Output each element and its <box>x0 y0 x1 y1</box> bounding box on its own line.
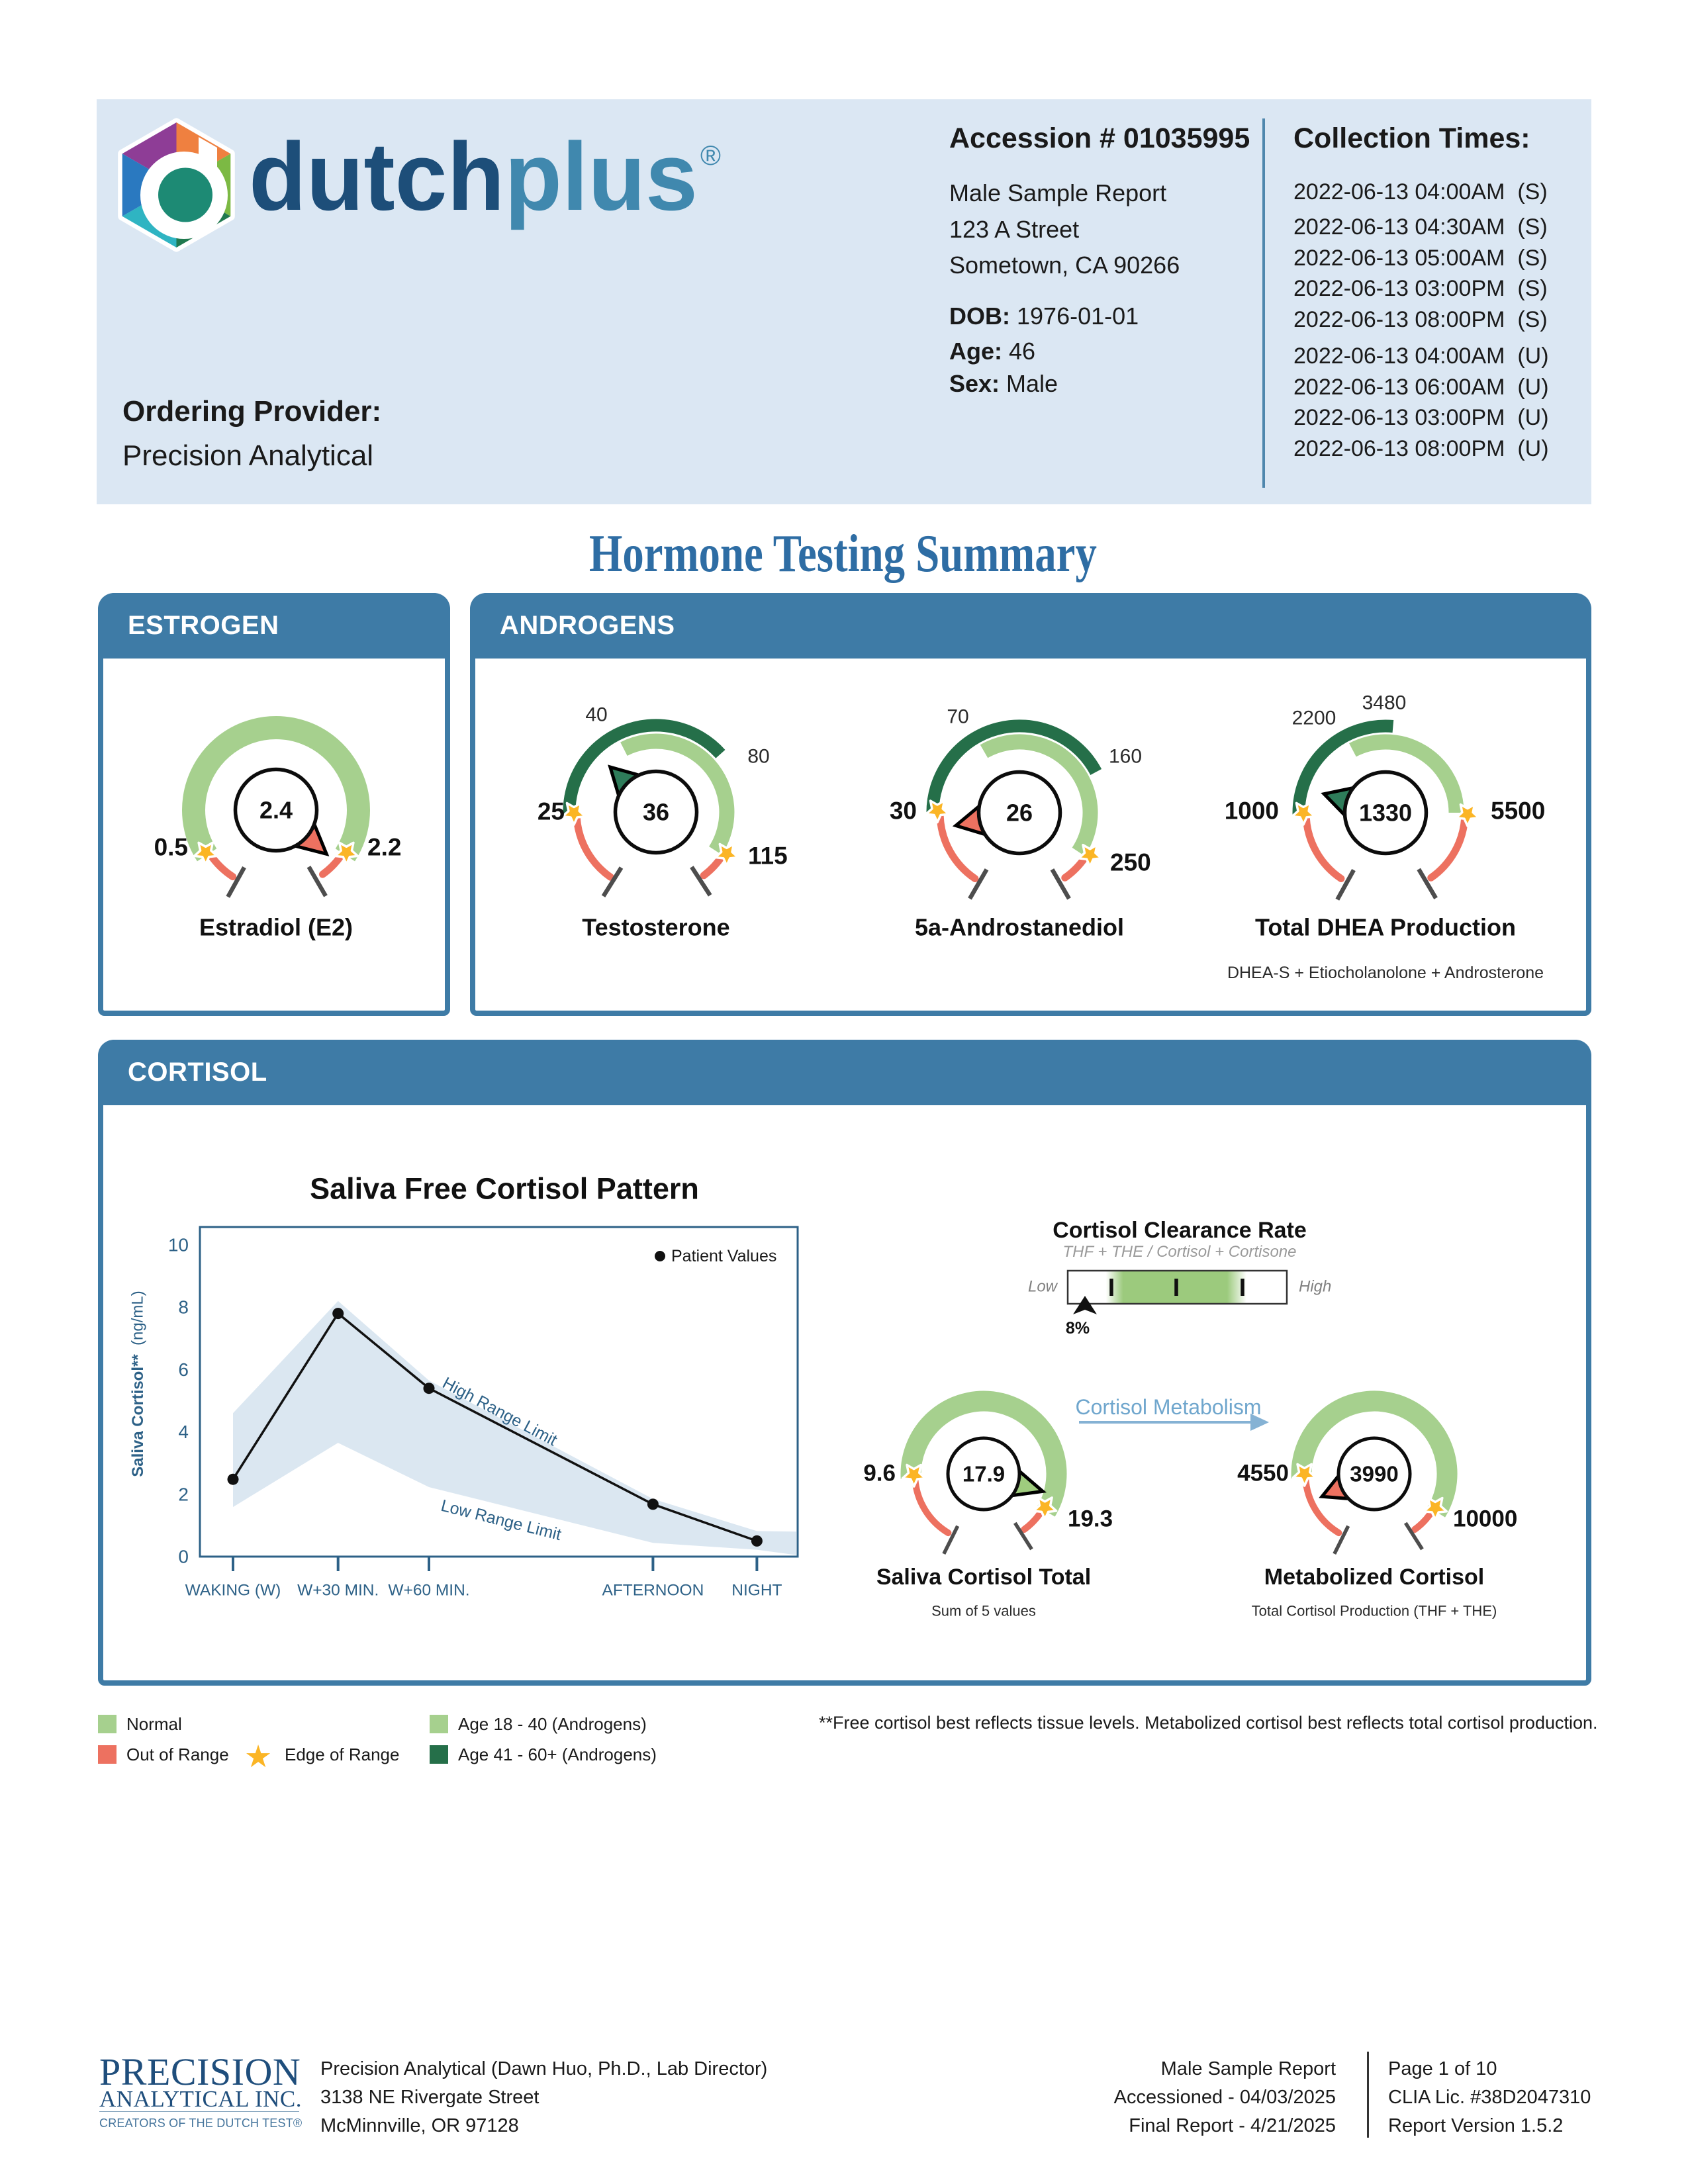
svg-text:0: 0 <box>178 1547 189 1567</box>
svg-text:115: 115 <box>748 842 788 870</box>
svg-text:6: 6 <box>178 1359 189 1380</box>
svg-text:40: 40 <box>585 704 607 726</box>
svg-text:30: 30 <box>890 797 917 825</box>
svg-text:8: 8 <box>178 1297 189 1318</box>
svg-text:19.3: 19.3 <box>1068 1506 1113 1532</box>
svg-text:26: 26 <box>1006 799 1033 827</box>
svg-text:High: High <box>1299 1278 1331 1296</box>
svg-text:160: 160 <box>1109 746 1142 768</box>
svg-text:9.6: 9.6 <box>863 1461 896 1486</box>
svg-text:W+60 MIN.: W+60 MIN. <box>388 1582 469 1600</box>
svg-text:250: 250 <box>1110 849 1151 876</box>
svg-text:Saliva Cortisol** (ng/mL): Saliva Cortisol** (ng/mL) <box>129 1291 147 1477</box>
svg-text:2.2: 2.2 <box>367 834 401 861</box>
svg-text:17.9: 17.9 <box>962 1462 1005 1486</box>
svg-text:5500: 5500 <box>1491 797 1545 825</box>
svg-text:5a-Androstanediol: 5a-Androstanediol <box>915 914 1124 941</box>
svg-text:AFTERNOON: AFTERNOON <box>602 1582 704 1600</box>
svg-text:0.5: 0.5 <box>154 834 188 861</box>
svg-text:Saliva Free Cortisol Pattern: Saliva Free Cortisol Pattern <box>310 1172 699 1206</box>
svg-text:2.4: 2.4 <box>259 797 293 824</box>
svg-text:Saliva Cortisol Total: Saliva Cortisol Total <box>876 1565 1091 1590</box>
svg-text:Total Cortisol Production (THF: Total Cortisol Production (THF + THE) <box>1252 1603 1497 1619</box>
svg-text:1000: 1000 <box>1225 797 1279 825</box>
svg-text:70: 70 <box>947 706 968 728</box>
svg-text:Total DHEA Production: Total DHEA Production <box>1255 914 1516 941</box>
svg-text:3990: 3990 <box>1350 1462 1398 1486</box>
svg-text:80: 80 <box>747 746 769 768</box>
svg-text:W+30 MIN.: W+30 MIN. <box>297 1582 379 1600</box>
svg-text:Metabolized Cortisol: Metabolized Cortisol <box>1264 1565 1484 1590</box>
svg-text:2: 2 <box>178 1484 189 1504</box>
svg-text:Cortisol Metabolism: Cortisol Metabolism <box>1076 1395 1262 1419</box>
svg-text:WAKING (W): WAKING (W) <box>185 1582 281 1600</box>
svg-text:4: 4 <box>178 1422 189 1442</box>
svg-text:Estradiol (E2): Estradiol (E2) <box>199 914 353 941</box>
svg-text:Sum of 5 values: Sum of 5 values <box>931 1603 1036 1619</box>
svg-text:3480: 3480 <box>1362 692 1407 714</box>
svg-text:®: ® <box>700 140 721 171</box>
svg-text:Low: Low <box>1028 1278 1058 1296</box>
svg-text:NIGHT: NIGHT <box>731 1582 782 1600</box>
svg-text:Testosterone: Testosterone <box>582 914 729 941</box>
svg-text:dutchplus: dutchplus <box>249 122 698 230</box>
svg-text:4550: 4550 <box>1237 1461 1289 1486</box>
svg-text:8%: 8% <box>1066 1319 1090 1338</box>
svg-text:10000: 10000 <box>1453 1506 1517 1532</box>
svg-text:Patient Values: Patient Values <box>671 1247 776 1265</box>
svg-text:1330: 1330 <box>1359 799 1412 827</box>
svg-text:25: 25 <box>538 798 565 825</box>
svg-text:2200: 2200 <box>1292 707 1336 729</box>
svg-text:10: 10 <box>168 1235 189 1255</box>
svg-text:DHEA-S + Etiocholanolone + And: DHEA-S + Etiocholanolone + Androsterone <box>1227 964 1544 982</box>
svg-text:36: 36 <box>643 799 669 826</box>
